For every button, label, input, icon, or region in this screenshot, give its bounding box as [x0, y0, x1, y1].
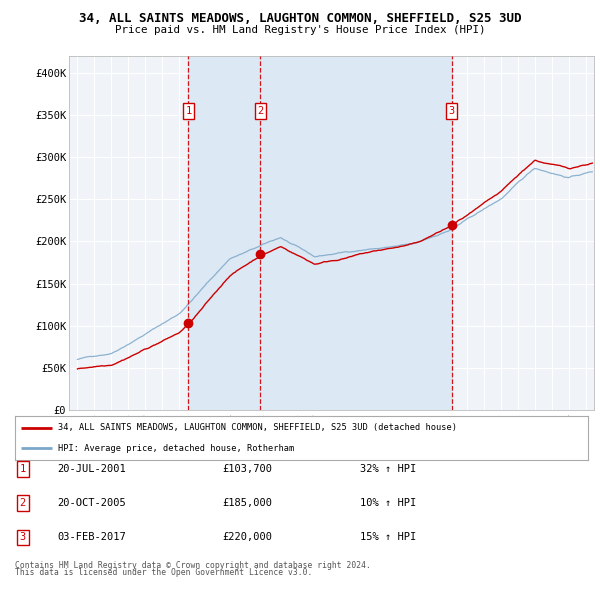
Text: 1: 1 — [185, 106, 191, 116]
Text: 03-FEB-2017: 03-FEB-2017 — [57, 533, 126, 542]
Text: 20-JUL-2001: 20-JUL-2001 — [57, 464, 126, 474]
Text: 2: 2 — [20, 499, 26, 508]
Bar — [260, 56, 452, 410]
Text: 10% ↑ HPI: 10% ↑ HPI — [360, 499, 416, 508]
Text: £220,000: £220,000 — [222, 533, 272, 542]
Text: 3: 3 — [20, 533, 26, 542]
Text: 3: 3 — [449, 106, 455, 116]
Text: 20-OCT-2005: 20-OCT-2005 — [57, 499, 126, 508]
Text: 34, ALL SAINTS MEADOWS, LAUGHTON COMMON, SHEFFIELD, S25 3UD: 34, ALL SAINTS MEADOWS, LAUGHTON COMMON,… — [79, 12, 521, 25]
Text: Price paid vs. HM Land Registry's House Price Index (HPI): Price paid vs. HM Land Registry's House … — [115, 25, 485, 35]
Text: 15% ↑ HPI: 15% ↑ HPI — [360, 533, 416, 542]
Text: This data is licensed under the Open Government Licence v3.0.: This data is licensed under the Open Gov… — [15, 568, 313, 577]
Text: Contains HM Land Registry data © Crown copyright and database right 2024.: Contains HM Land Registry data © Crown c… — [15, 561, 371, 570]
Text: 1: 1 — [20, 464, 26, 474]
Text: HPI: Average price, detached house, Rotherham: HPI: Average price, detached house, Roth… — [58, 444, 294, 453]
Text: £103,700: £103,700 — [222, 464, 272, 474]
Text: 34, ALL SAINTS MEADOWS, LAUGHTON COMMON, SHEFFIELD, S25 3UD (detached house): 34, ALL SAINTS MEADOWS, LAUGHTON COMMON,… — [58, 424, 457, 432]
Bar — [188, 56, 260, 410]
Text: 32% ↑ HPI: 32% ↑ HPI — [360, 464, 416, 474]
Text: 2: 2 — [257, 106, 263, 116]
Text: £185,000: £185,000 — [222, 499, 272, 508]
